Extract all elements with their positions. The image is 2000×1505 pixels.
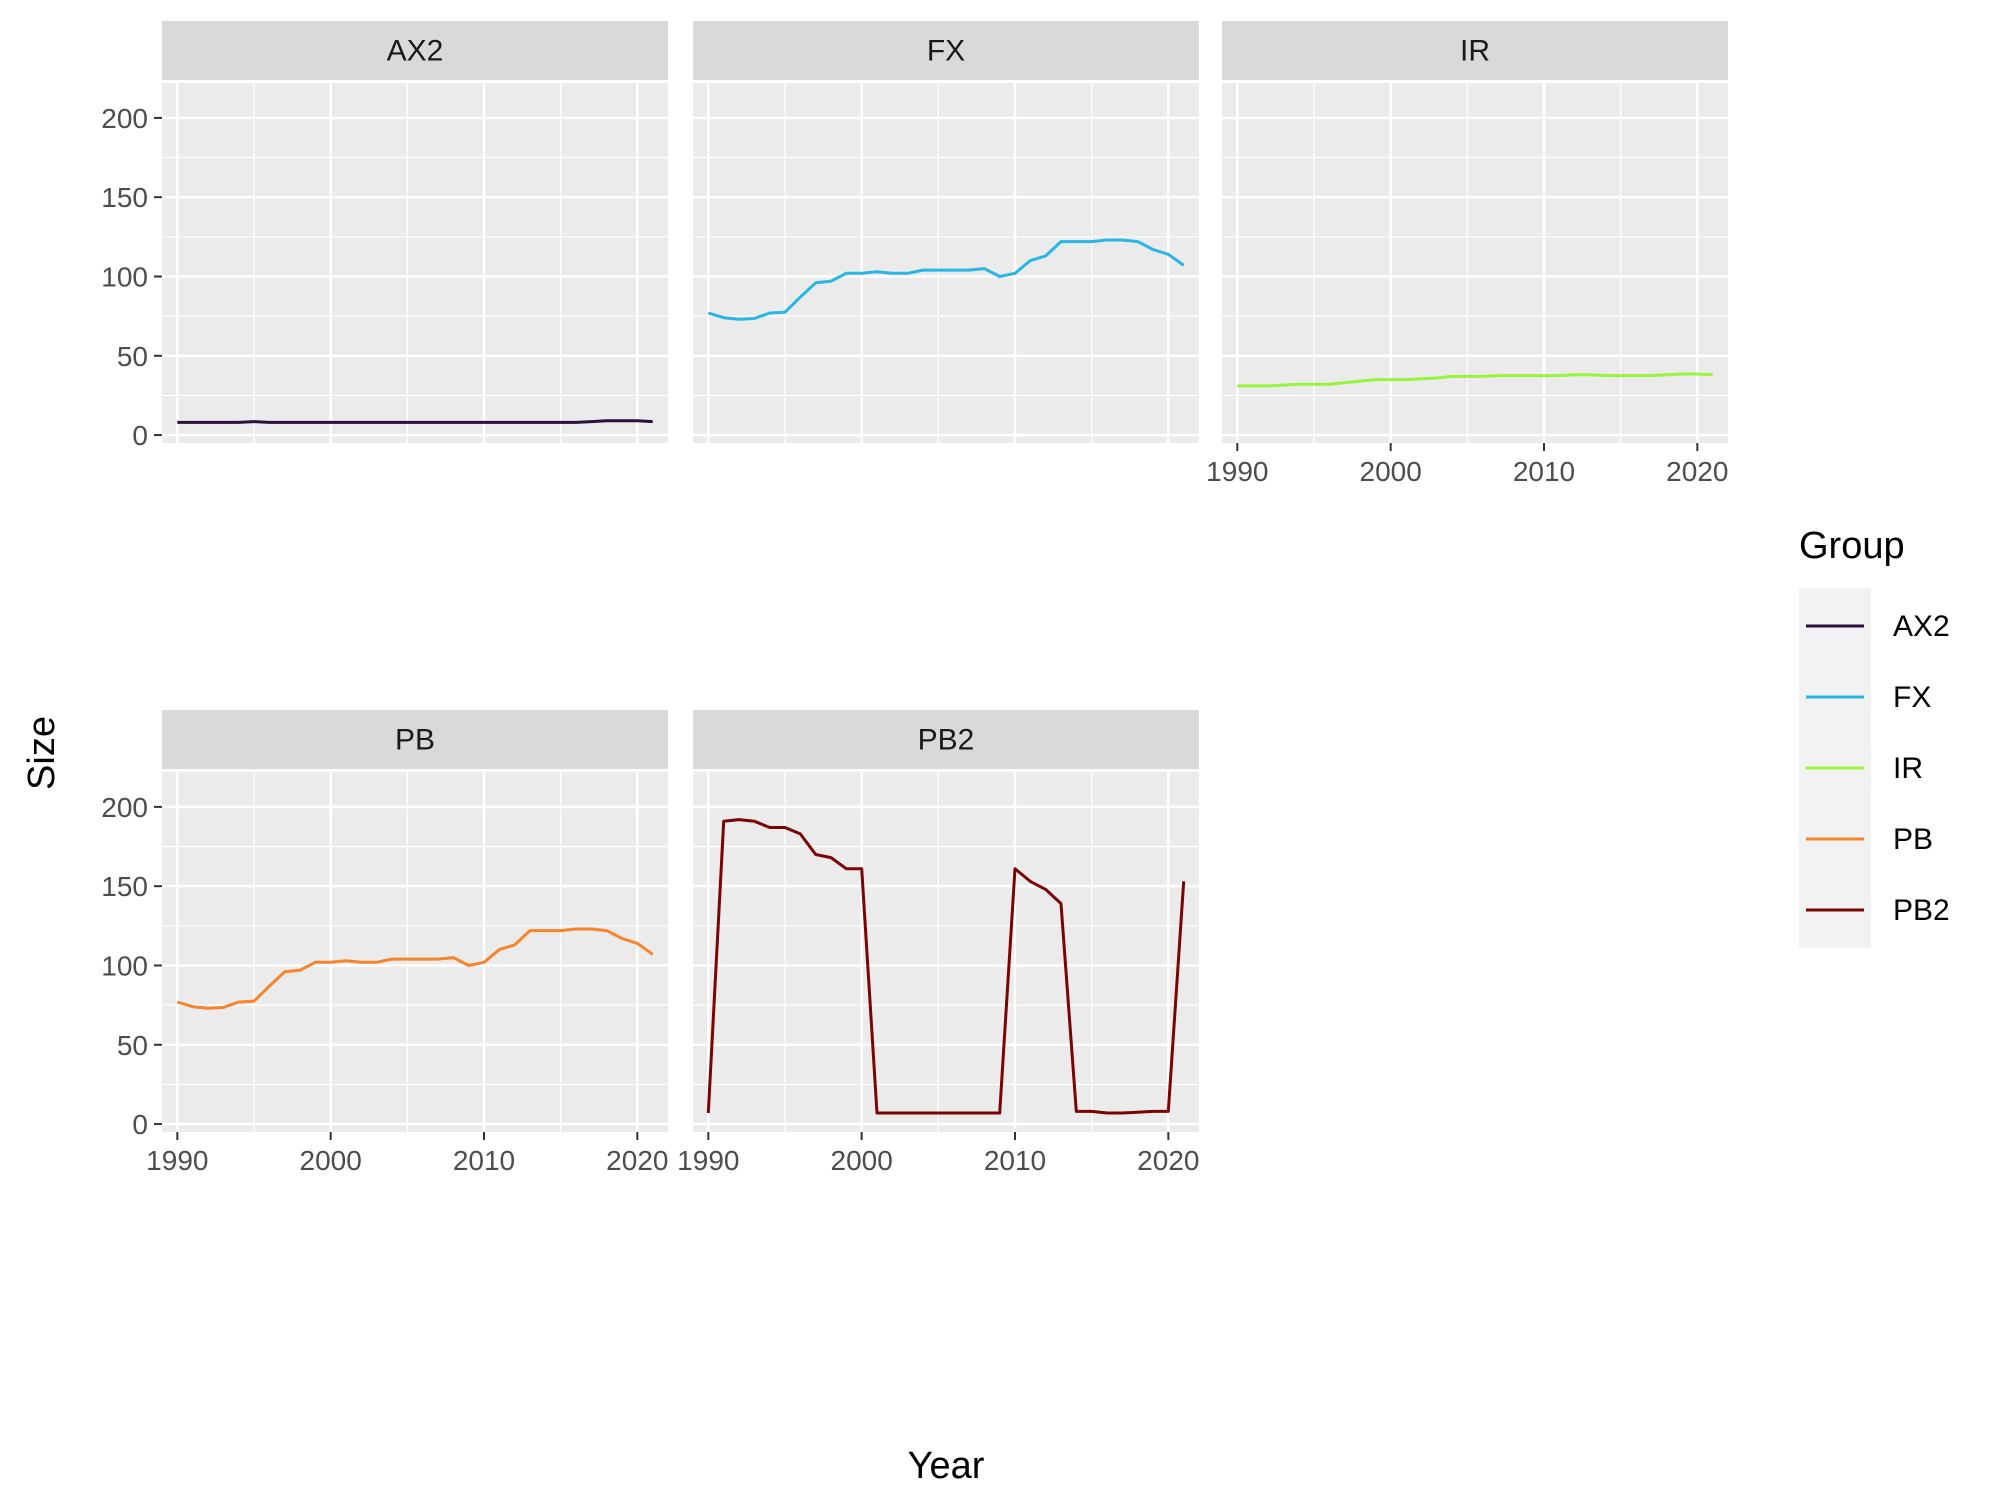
x-tick-label: 2000	[1360, 456, 1422, 487]
facet-strip	[1222, 21, 1728, 80]
panel-background	[1222, 83, 1728, 443]
x-tick-label: 2020	[1137, 1145, 1199, 1176]
facet-strip	[693, 21, 1199, 80]
facet-strip	[162, 21, 668, 80]
x-tick-label: 2020	[1666, 456, 1728, 487]
series-line-ir	[1237, 372, 1713, 388]
x-tick-label: 2000	[300, 1145, 362, 1176]
legend-label: PB2	[1893, 894, 1950, 927]
x-tick-label: 2010	[984, 1145, 1046, 1176]
y-tick-label: 0	[132, 420, 148, 451]
x-tick-label: 1990	[146, 1145, 208, 1176]
y-tick-label: 150	[101, 182, 148, 213]
series-line-pb2	[706, 818, 1186, 1115]
facet-strip-label: PB2	[918, 724, 975, 757]
panel-background	[162, 83, 668, 443]
facet-strip-label: PB	[395, 724, 435, 757]
y-tick-label: 200	[101, 103, 148, 134]
y-tick-label: 200	[101, 792, 148, 823]
y-tick-label: 100	[101, 950, 148, 981]
x-tick-label: 1990	[677, 1145, 739, 1176]
x-tick-label: 1990	[1206, 456, 1268, 487]
series-line-pb	[176, 927, 654, 1010]
series-line-ax2	[177, 419, 653, 424]
x-axis-title: Year	[908, 1445, 985, 1487]
facet-strip	[162, 710, 668, 769]
legend-title: Group	[1799, 525, 1905, 567]
y-tick-label: 150	[101, 871, 148, 902]
x-tick-label: 2010	[453, 1145, 515, 1176]
y-tick-label: 100	[101, 261, 148, 292]
y-tick-label: 50	[117, 1030, 148, 1061]
legend-label: PB	[1893, 823, 1933, 856]
panel-background	[693, 83, 1199, 443]
facet-strip-label: FX	[927, 35, 965, 68]
legend-label: FX	[1893, 681, 1931, 714]
series-line-fx	[707, 238, 1185, 321]
panel-background	[162, 772, 668, 1132]
x-tick-label: 2010	[1513, 456, 1575, 487]
y-tick-label: 0	[132, 1109, 148, 1140]
legend-label: IR	[1893, 752, 1923, 785]
facet-strip-label: IR	[1460, 35, 1490, 68]
facet-strip-label: AX2	[387, 35, 444, 68]
y-axis-title: Size	[21, 716, 63, 790]
x-tick-label: 2020	[606, 1145, 668, 1176]
facet-strip	[693, 710, 1199, 769]
y-tick-label: 50	[117, 341, 148, 372]
legend-label: AX2	[1893, 610, 1950, 643]
panel-background	[693, 772, 1199, 1132]
x-tick-label: 2000	[831, 1145, 893, 1176]
